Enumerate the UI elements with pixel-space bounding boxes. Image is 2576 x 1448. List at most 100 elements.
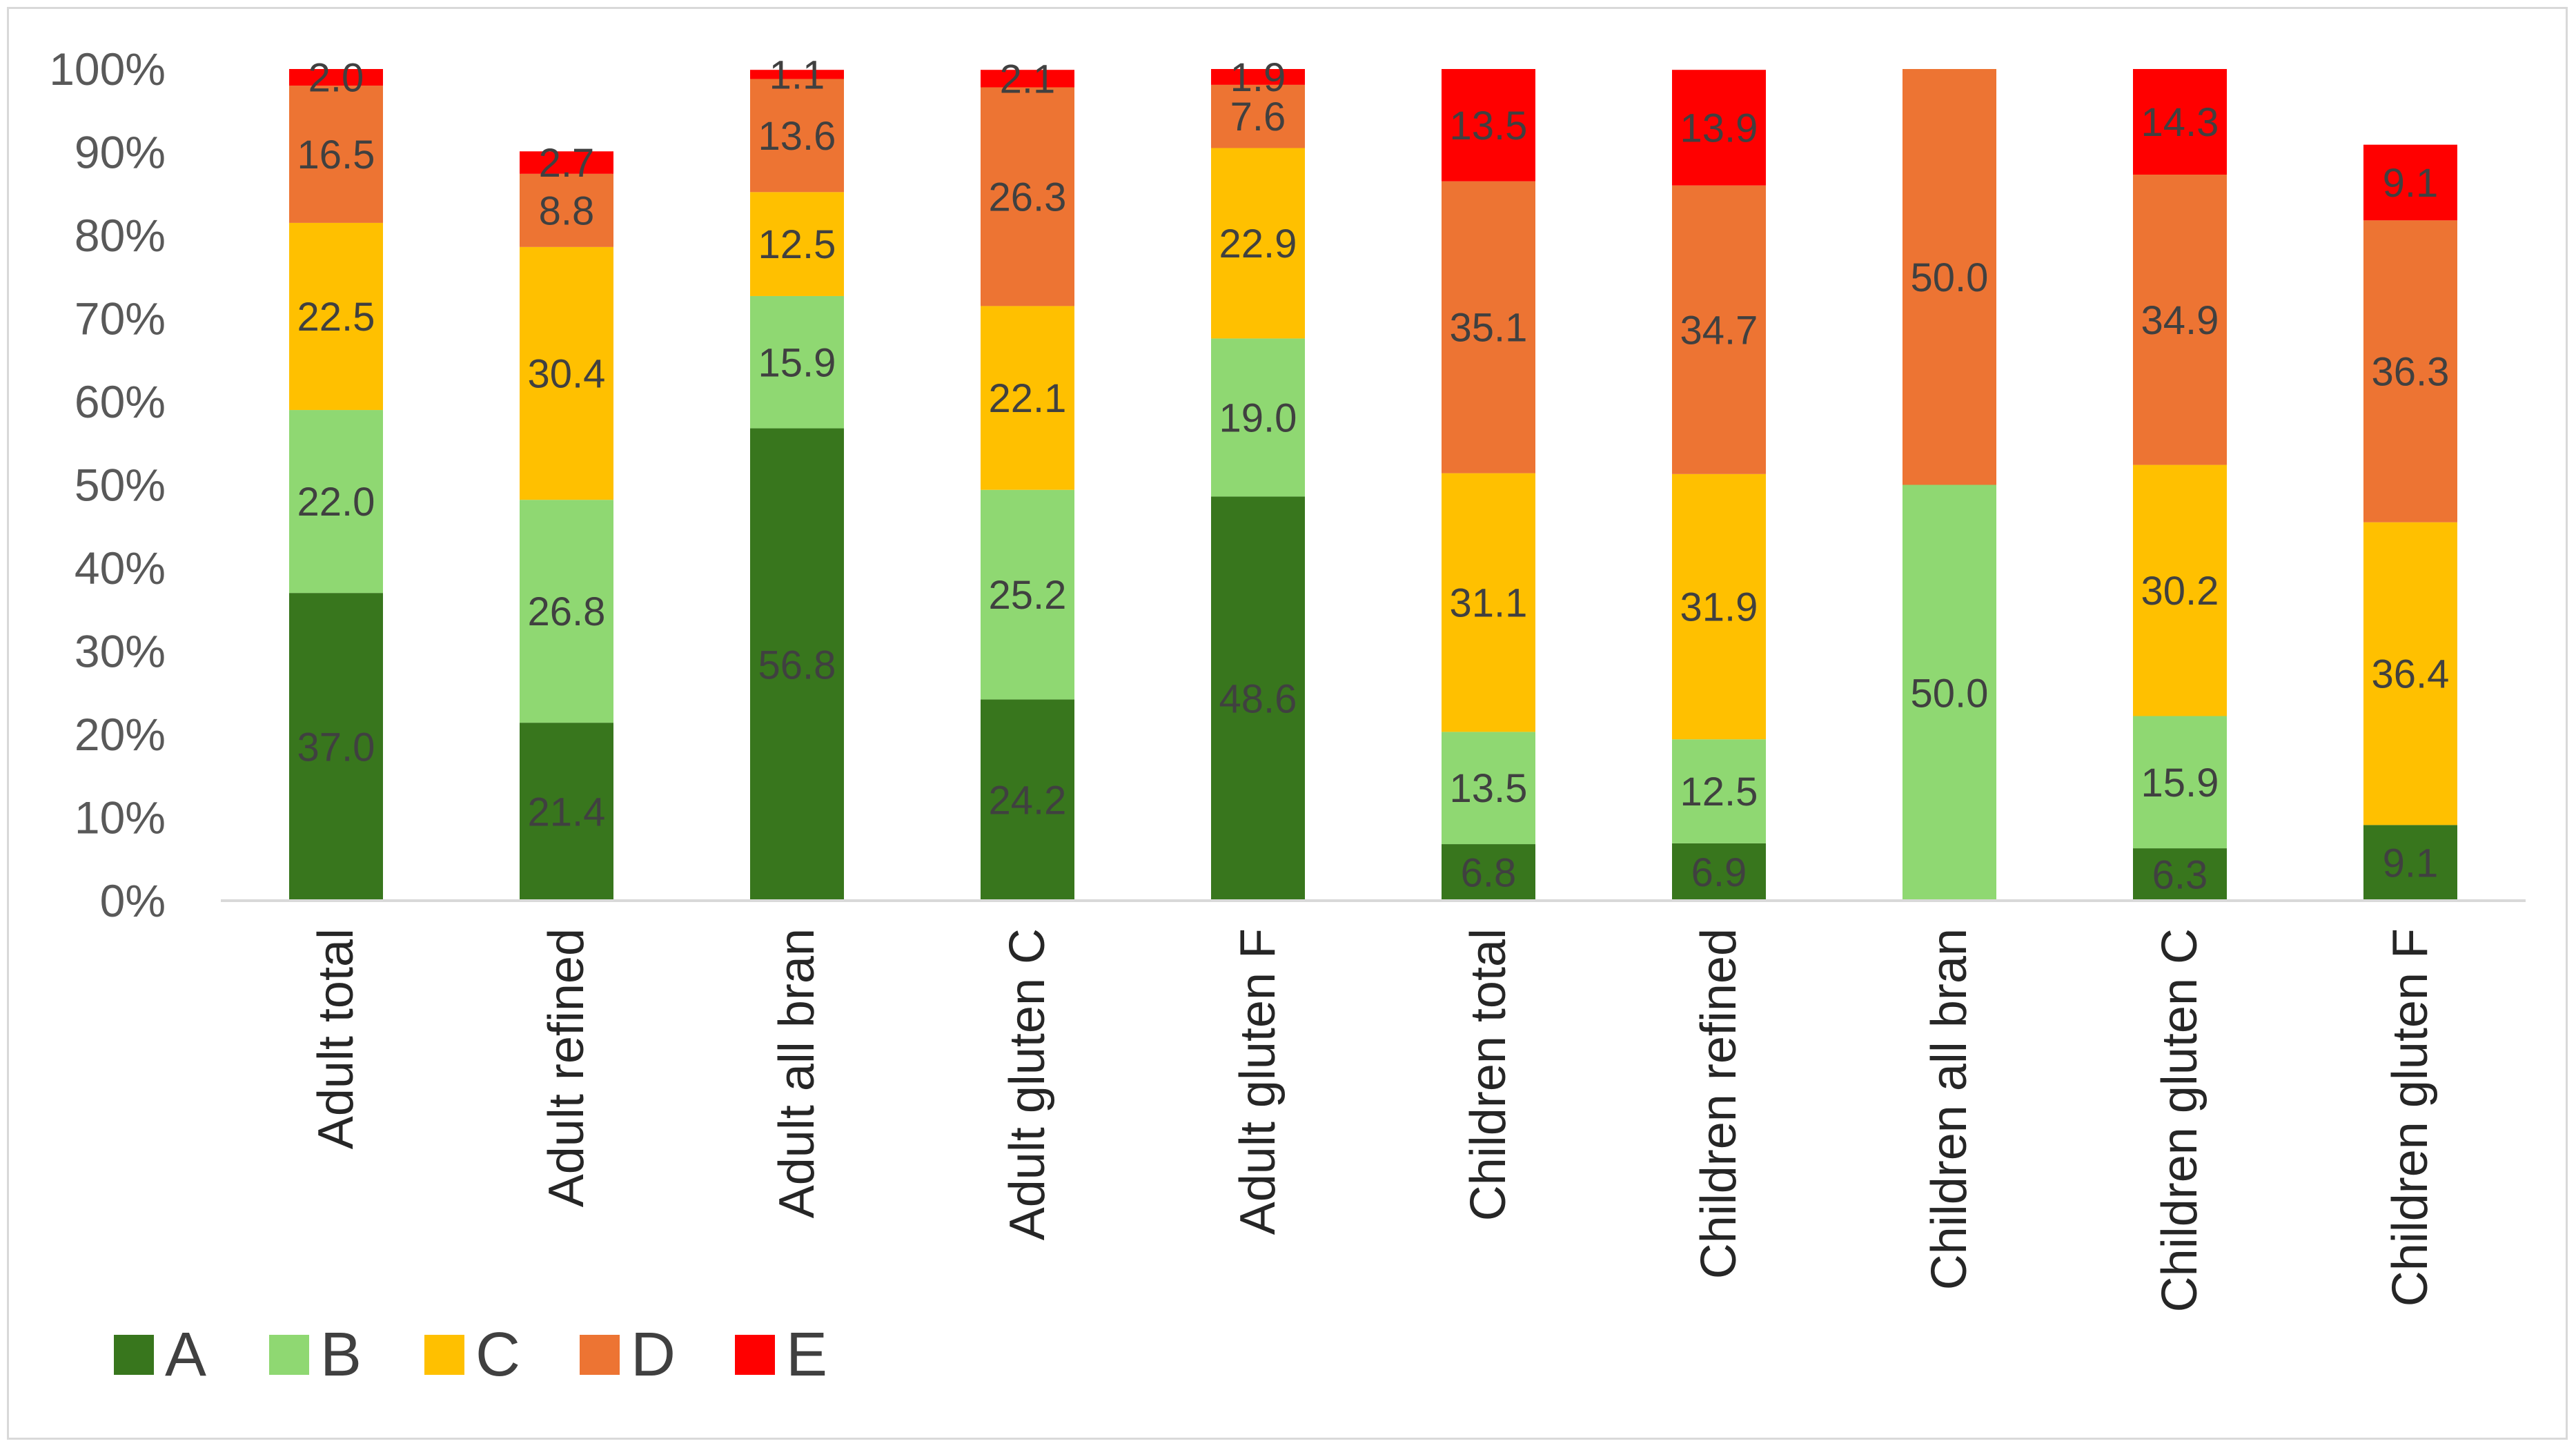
data-label-children-refined-b: 12.5 [1680,770,1758,814]
bar-segment-adult-all-bran-d [750,79,844,193]
data-label-adult-total-e: 2.0 [308,56,364,101]
bar-segment-children-gluten-f-e [2363,144,2457,221]
data-label-adult-total-d: 16.5 [297,133,375,177]
data-label-children-gluten-f-d: 36.3 [2372,350,2450,395]
bar-segment-children-refined-e [1672,70,1766,186]
bar-segment-adult-refined-a [520,723,613,901]
bar-segment-adult-refined-b [520,500,613,723]
data-labels: 37.0 22.0 22.5 16.5 2.0 21.4 26.8 30.4 8.82.7 56.… [297,52,2450,897]
data-label-adult-gluten-f-d: 7.6 [1230,95,1286,139]
data-label-adult-gluten-c-c: 22.1 [989,376,1067,421]
bar-segment-adult-total-d [289,86,383,223]
bar-segment-children-refined-c [1672,473,1766,740]
bar-segment-adult-gluten-c-e [981,70,1074,88]
y-tick-label: 90% [75,127,166,178]
bar-segment-children-refined-b [1672,739,1766,843]
bar-segment-children-refined-d [1672,185,1766,474]
data-label-children-gluten-f-c: 36.4 [2372,652,2450,697]
data-label-adult-refined-d: 8.8 [539,188,595,233]
bar-segment-adult-gluten-c-d [981,87,1074,306]
data-label-children-total-b: 13.5 [1450,766,1528,811]
category-label-children-refined: Children refined [1691,928,1747,1279]
legend-swatch-e [735,1335,775,1375]
bar-segment-children-gluten-c-c [2133,464,2227,716]
data-label-children-refined-e: 13.9 [1680,106,1758,150]
bar-segment-children-total-d [1442,181,1535,473]
bar-segment-children-all-bran-d [1902,69,1996,485]
data-label-children-gluten-c-d: 34.9 [2141,298,2219,343]
bar-segment-adult-total-c [289,222,383,411]
data-label-children-all-bran-d: 50.0 [1911,255,1989,300]
data-label-adult-all-bran-c: 12.5 [758,222,836,267]
bar-segment-children-gluten-c-d [2133,175,2227,465]
bar-segment-children-total-a [1442,844,1535,901]
legend-swatch-a [114,1335,154,1375]
data-label-adult-total-c: 22.5 [297,295,375,340]
data-label-adult-all-bran-d: 13.6 [758,114,836,159]
bar-segment-children-gluten-f-a [2363,825,2457,901]
bar-segment-children-refined-a [1672,843,1766,901]
bar-segment-adult-total-b [289,410,383,594]
data-label-children-refined-d: 34.7 [1680,308,1758,353]
category-label-children-gluten-f: Children gluten F [2383,928,2438,1307]
category-label-children-all-bran: Children all bran [1922,928,1977,1290]
data-label-children-total-e: 13.5 [1450,104,1528,148]
bar-segment-adult-gluten-f-e [1211,69,1305,85]
data-label-adult-refined-a: 21.4 [528,790,606,835]
bar-segment-adult-gluten-c-c [981,306,1074,490]
bar-segment-children-total-b [1442,732,1535,845]
legend-label-e: E [786,1320,827,1389]
y-tick-label: 70% [75,293,166,344]
bar-segment-adult-gluten-f-d [1211,84,1305,148]
category-label-adult-refined: Adult refined [539,928,594,1207]
x-axis: Adult total Adult refined Adult all bran Ad… [308,928,2438,1312]
category-label-adult-gluten-c: Adult gluten C [1000,928,1055,1240]
bar-segment-adult-gluten-f-c [1211,148,1305,339]
data-label-adult-gluten-f-b: 19.0 [1219,395,1297,440]
data-label-adult-gluten-f-c: 22.9 [1219,222,1297,266]
data-label-children-gluten-f-e: 9.1 [2383,161,2439,206]
bar-segment-children-gluten-f-d [2363,220,2457,522]
category-label-adult-gluten-f: Adult gluten F [1230,928,1286,1235]
y-tick-label: 60% [75,376,166,427]
data-label-children-gluten-c-b: 15.9 [2141,761,2219,805]
category-label-children-total: Children total [1461,928,1516,1221]
data-label-children-total-d: 35.1 [1450,306,1528,351]
data-label-adult-refined-c: 30.4 [528,352,606,397]
bar-segment-adult-all-bran-c [750,192,844,296]
y-tick-label: 50% [75,460,166,511]
data-label-children-all-bran-b: 50.0 [1911,671,1989,716]
bar-segment-adult-gluten-c-b [981,489,1074,700]
data-label-children-total-a: 6.8 [1461,851,1517,896]
data-label-adult-gluten-f-e: 1.9 [1230,55,1286,100]
bar-segment-adult-refined-e [520,151,613,174]
bar-segment-adult-all-bran-e [750,70,844,79]
bar-segment-children-gluten-c-e [2133,69,2227,175]
bar-segment-adult-all-bran-a [750,428,844,901]
bar-segment-children-gluten-c-b [2133,716,2227,849]
bar-segment-adult-total-a [289,593,383,901]
bar-segment-children-gluten-f-c [2363,522,2457,825]
y-tick-label: 40% [75,542,166,594]
bar-segment-adult-refined-d [520,173,613,247]
bar-segment-children-gluten-c-a [2133,848,2227,901]
legend-swatch-b [269,1335,309,1375]
data-label-adult-refined-b: 26.8 [528,589,606,634]
bar-segment-adult-gluten-c-a [981,699,1074,901]
bar-segment-adult-gluten-f-b [1211,338,1305,497]
data-label-children-gluten-c-c: 30.2 [2141,569,2219,614]
bars [289,69,2457,901]
data-label-children-refined-a: 6.9 [1691,850,1747,895]
y-tick-label: 30% [75,626,166,677]
legend: A B C D E [114,1320,827,1389]
bar-segment-adult-total-e [289,69,383,86]
y-tick-label: 10% [75,792,166,843]
y-tick-label: 0% [100,875,166,926]
data-label-adult-total-a: 37.0 [297,725,375,770]
category-label-adult-total: Adult total [308,928,364,1149]
data-label-adult-all-bran-e: 1.1 [769,52,825,97]
data-label-adult-gluten-c-e: 2.1 [1000,57,1056,101]
y-axis: 0% 10% 20% 30% 40% 50% 60% 70% 80% 90% 100% [49,43,166,926]
bar-segment-adult-refined-c [520,246,613,500]
